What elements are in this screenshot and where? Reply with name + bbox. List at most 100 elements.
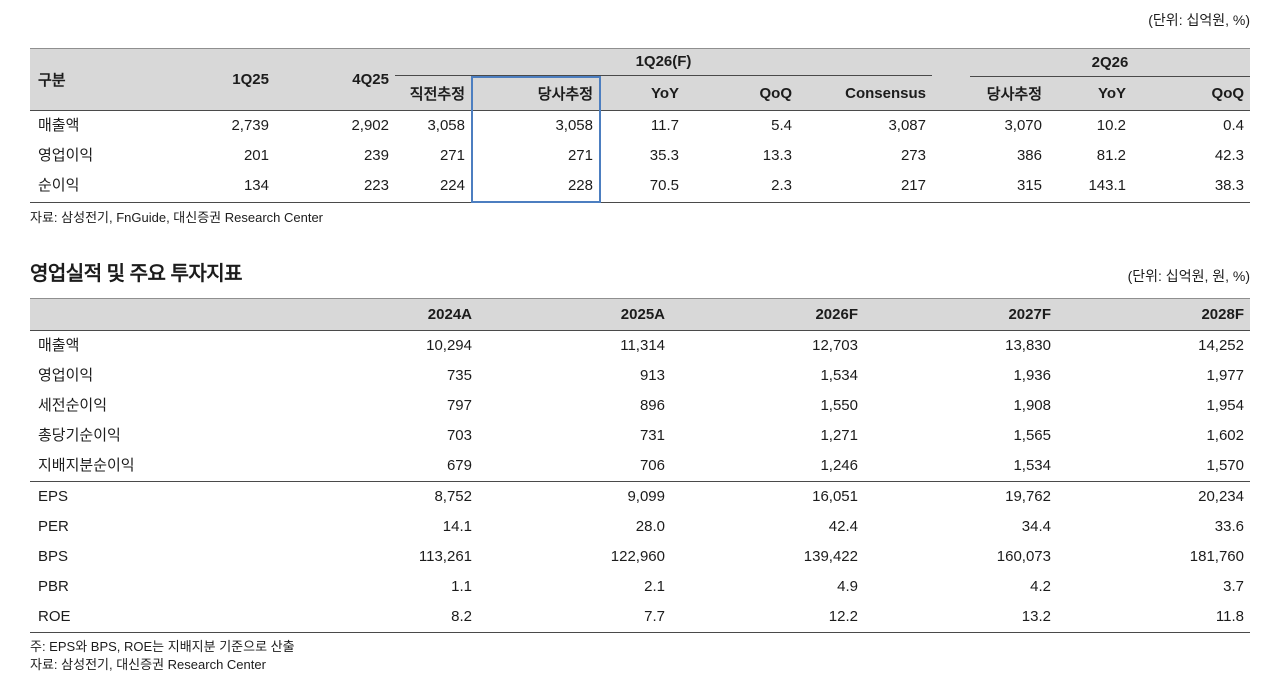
table-cell: 2,902: [275, 110, 395, 141]
table1-sub-header-row: 직전추정 당사추정 YoY QoQ Consensus 당사추정 YoY QoQ: [30, 75, 1251, 111]
table-row-roe: ROE 8.2 7.7 12.2 13.2 11.8: [30, 602, 1250, 633]
table-cell: 239: [275, 141, 395, 171]
col-header-2025a: 2025A: [478, 298, 671, 331]
table-row-eps: EPS 8,752 9,099 16,051 19,762 20,234: [30, 481, 1250, 512]
table-row-controlling-net-profit: 지배지분순이익 679 706 1,246 1,534 1,570: [30, 451, 1250, 482]
row-label: 순이익: [30, 171, 180, 203]
table-cell: 13.3: [685, 141, 798, 171]
table-row-bps: BPS 113,261 122,960 139,422 160,073 181,…: [30, 542, 1250, 572]
table-cell: 735: [446, 367, 472, 384]
table-cell: 1.1: [451, 578, 472, 595]
col-header-2026f: 2026F: [671, 298, 864, 331]
table-cell: 224: [395, 171, 472, 203]
table-cell: 273: [798, 141, 932, 171]
table-cell: 139,422: [803, 548, 858, 565]
col-header-yoy-2q26: YoY: [1048, 76, 1132, 111]
table-cell: 1,954: [1206, 397, 1244, 414]
table-row-total-net-profit: 총당기순이익 703 731 1,271 1,565 1,602: [30, 421, 1250, 451]
table-cell: 134: [180, 171, 275, 203]
table-row-pretax-profit: 세전순이익 797 896 1,550 1,908 1,954: [30, 391, 1250, 421]
table-cell: 3,070: [932, 110, 1048, 141]
col-header-empty: [30, 298, 285, 331]
table-cell: 38.3: [1132, 171, 1251, 203]
table-cell: 703: [446, 427, 472, 444]
table-cell: 16,051: [671, 481, 864, 512]
table-cell: 3,058: [395, 110, 472, 141]
table2-header-row: 2024A 2025A 2026F 2027F 2028F: [30, 298, 1250, 331]
table-cell: 113,261: [418, 548, 472, 565]
table-cell: 2.1: [644, 578, 665, 595]
table-cell: 731: [639, 427, 665, 444]
table1-unit-label: (단위: 십억원, %): [1148, 12, 1250, 28]
col-group-1q26f-label: 1Q26(F): [395, 50, 932, 76]
highlighted-cell: 271: [471, 141, 601, 171]
table-cell: 0.4: [1132, 110, 1251, 141]
table-cell: 797: [446, 397, 472, 414]
table-cell: 10,294: [426, 337, 472, 354]
table-row-operating-profit: 영업이익 201 239 271 271 35.3 13.3 273 386 8…: [30, 141, 1251, 171]
table-cell: 1,550: [820, 397, 858, 414]
col-header-our-estimate-1q26: 당사추정: [471, 75, 601, 111]
table-cell: 217: [798, 171, 932, 203]
table-cell: 11.8: [1057, 602, 1250, 633]
table-cell: 13,830: [1005, 337, 1051, 354]
row-label: 매출액: [38, 337, 80, 354]
quarterly-estimates-table: 구분 1Q25 4Q25 1Q26(F) 2Q26 직전추정 당사추정 YoY …: [30, 48, 1251, 203]
table-cell: 181,760: [1189, 548, 1244, 565]
table-cell: 42.3: [1132, 141, 1251, 171]
table-cell: 679: [446, 457, 472, 474]
table-cell: 1,602: [1206, 427, 1244, 444]
table-cell: 13.2: [864, 602, 1057, 633]
table-cell: 3,087: [798, 110, 932, 141]
col-header-1q25: 1Q25: [180, 48, 275, 111]
col-header-qoq-1q26: QoQ: [685, 76, 798, 111]
highlighted-cell: 228: [471, 171, 601, 203]
table-cell: 33.6: [1214, 518, 1244, 535]
table1-source: 자료: 삼성전기, FnGuide, 대신증권 Research Center: [30, 210, 324, 225]
table-cell: 896: [639, 397, 665, 414]
table-cell: 315: [932, 171, 1048, 203]
table-cell: 160,073: [996, 548, 1051, 565]
highlighted-cell: 3,058: [471, 110, 601, 141]
col-header-2024a: 2024A: [285, 298, 478, 331]
table-cell: 1,534: [820, 367, 858, 384]
table-cell: 386: [932, 141, 1048, 171]
table-cell: 1,570: [1206, 457, 1244, 474]
table-cell: 2,739: [180, 110, 275, 141]
table-cell: 20,234: [1057, 481, 1250, 512]
table2-footnotes: 주: EPS와 BPS, ROE는 지배지분 기준으로 산출 자료: 삼성전기,…: [30, 638, 1250, 674]
table-cell: 19,762: [864, 481, 1057, 512]
col-group-2q26: 2Q26: [932, 48, 1251, 77]
table-cell: 10.2: [1048, 110, 1132, 141]
table-row-per: PER 14.1 28.0 42.4 34.4 33.6: [30, 512, 1250, 542]
table-cell: 1,271: [820, 427, 858, 444]
col-header-2028f: 2028F: [1057, 298, 1250, 331]
table-row-pbr: PBR 1.1 2.1 4.9 4.2 3.7: [30, 572, 1250, 602]
table-cell: 12,703: [812, 337, 858, 354]
table-cell: 14.1: [442, 518, 472, 535]
row-label: EPS: [30, 481, 285, 512]
table2-source: 자료: 삼성전기, 대신증권 Research Center: [30, 657, 266, 672]
table-cell: 5.4: [685, 110, 798, 141]
table1-group-header-row: 구분 1Q25 4Q25 1Q26(F) 2Q26: [30, 48, 1251, 111]
section-header: 영업실적 및 주요 투자지표 (단위: 십억원, 원, %): [30, 257, 1250, 286]
table-row-operating-profit: 영업이익 735 913 1,534 1,936 1,977: [30, 361, 1250, 391]
table-cell: 271: [395, 141, 472, 171]
table-cell: 1,534: [1013, 457, 1051, 474]
table-cell: 4.2: [1030, 578, 1051, 595]
row-label: 매출액: [30, 110, 180, 141]
annual-financials-table: 2024A 2025A 2026F 2027F 2028F 매출액 10,294…: [30, 298, 1250, 633]
table-cell: 12.2: [671, 602, 864, 633]
table-cell: 81.2: [1048, 141, 1132, 171]
row-label: 영업이익: [30, 141, 180, 171]
table-cell: 1,565: [1013, 427, 1051, 444]
row-label: 세전순이익: [38, 397, 108, 414]
col-header-gubun: 구분: [30, 48, 180, 111]
table-cell: 70.5: [600, 171, 685, 203]
col-header-consensus: Consensus: [798, 76, 932, 111]
table-cell: 706: [639, 457, 665, 474]
table-cell: 1,936: [1013, 367, 1051, 384]
table-cell: 2.3: [685, 171, 798, 203]
table-cell: 42.4: [828, 518, 858, 535]
table-cell: 1,908: [1013, 397, 1051, 414]
